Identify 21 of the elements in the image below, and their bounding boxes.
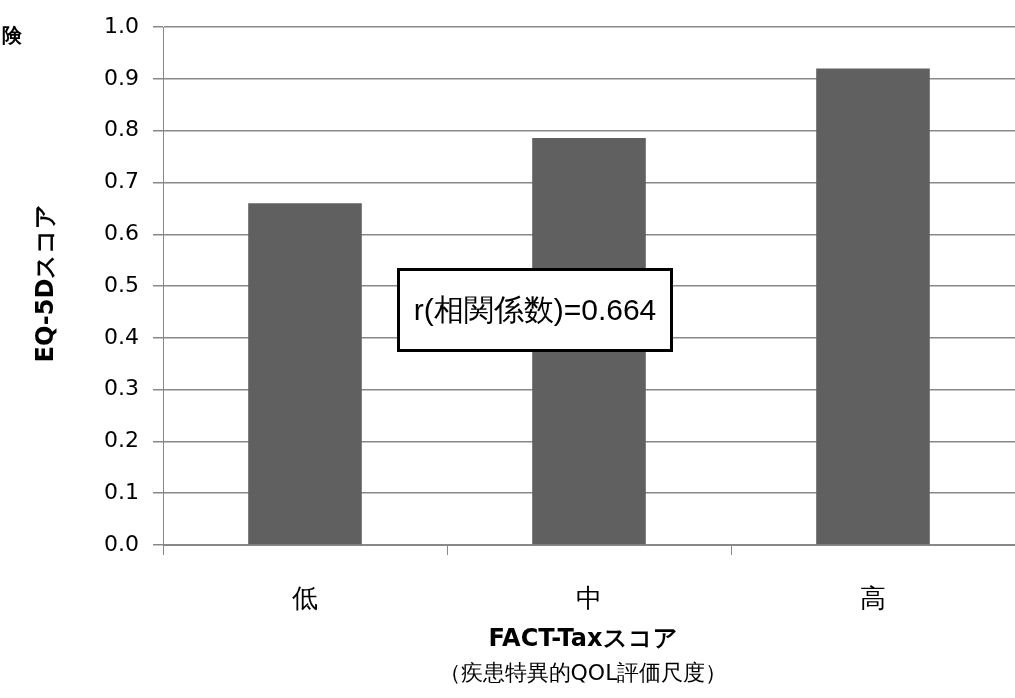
y-tick-label: 0.5 <box>104 271 139 297</box>
x-axis-title: FACT-Taxスコア <box>488 623 678 654</box>
text: （疾患特異的QOL評価尺度） <box>438 659 728 687</box>
bar <box>248 203 362 545</box>
y-tick-label: 0.3 <box>104 375 139 401</box>
y-tick-label: 0.0 <box>104 530 139 556</box>
text: 険 <box>2 22 22 49</box>
x-tick-label: 中 <box>576 583 602 614</box>
x-tick-label: 低 <box>292 583 318 614</box>
y-axis-title: EQ-5Dスコア <box>30 203 60 363</box>
y-tick-label: 0.4 <box>104 323 139 349</box>
y-tick-label: 0.7 <box>104 168 139 194</box>
y-tick-label: 1.0 <box>104 12 139 38</box>
y-tick-label: 0.1 <box>104 478 139 504</box>
bar <box>816 68 930 545</box>
annotation: r(相関係数)=0.664 <box>397 268 673 352</box>
y-tick-label: 0.2 <box>104 427 139 453</box>
x-tick-label: 高 <box>860 583 886 614</box>
y-tick-label: 0.9 <box>104 64 139 90</box>
y-tick-label: 0.6 <box>104 220 139 246</box>
y-tick-label: 0.8 <box>104 116 139 142</box>
